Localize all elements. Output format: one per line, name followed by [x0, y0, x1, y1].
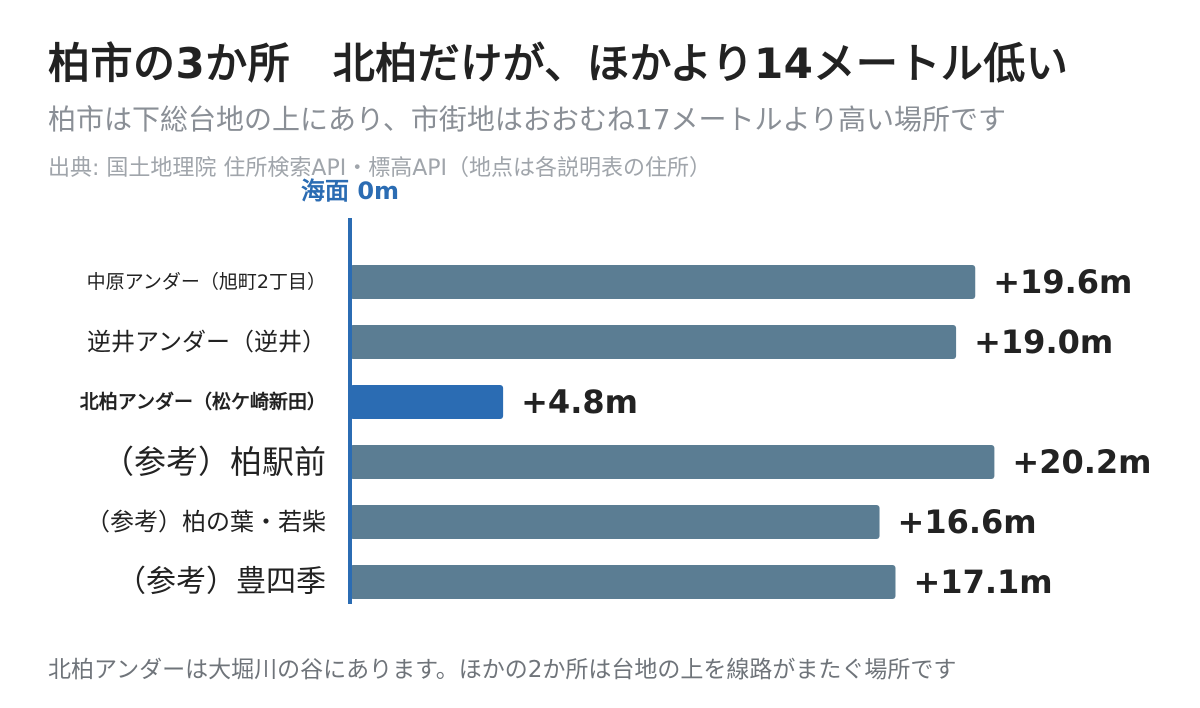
chart-footnote: 北柏アンダーは大堀川の谷にあります。ほかの2か所は台地の上を線路がまたぐ場所です — [48, 657, 957, 683]
category-label-5: （参考）豊四季 — [116, 565, 326, 600]
category-label-3: （参考）柏駅前 — [102, 443, 326, 481]
category-label-1: 逆井アンダー（逆井） — [87, 328, 326, 356]
value-label-4: +16.6m — [898, 503, 1037, 541]
value-label-0: +19.6m — [993, 263, 1132, 301]
category-label-0: 中原アンダー（旭町2丁目） — [87, 271, 326, 293]
bar-1 — [350, 325, 957, 359]
bar-3 — [350, 445, 995, 479]
chart-subtitle: 柏市は下総台地の上にあり、市街地はおおむね17メートルより高い場所です — [48, 103, 1006, 136]
chart-source: 出典: 国土地理院 住所検索API・標高API（地点は各説明表の住所） — [48, 156, 712, 181]
bar-4 — [350, 505, 880, 539]
category-label-2: 北柏アンダー（松ケ崎新田） — [80, 390, 326, 413]
bar-0 — [350, 265, 976, 299]
chart-title: 柏市の3か所 北柏だけが、ほかより14メートル低い — [48, 39, 1069, 88]
value-label-3: +20.2m — [1012, 443, 1151, 481]
baseline-label: 海面 0m — [301, 177, 399, 205]
bar-2 — [350, 385, 504, 419]
value-label-1: +19.0m — [974, 323, 1113, 361]
bar-5 — [350, 565, 896, 599]
value-label-5: +17.1m — [913, 563, 1052, 601]
value-label-2: +4.8m — [521, 383, 638, 421]
category-label-4: （参考）柏の葉・若柴 — [86, 508, 326, 536]
